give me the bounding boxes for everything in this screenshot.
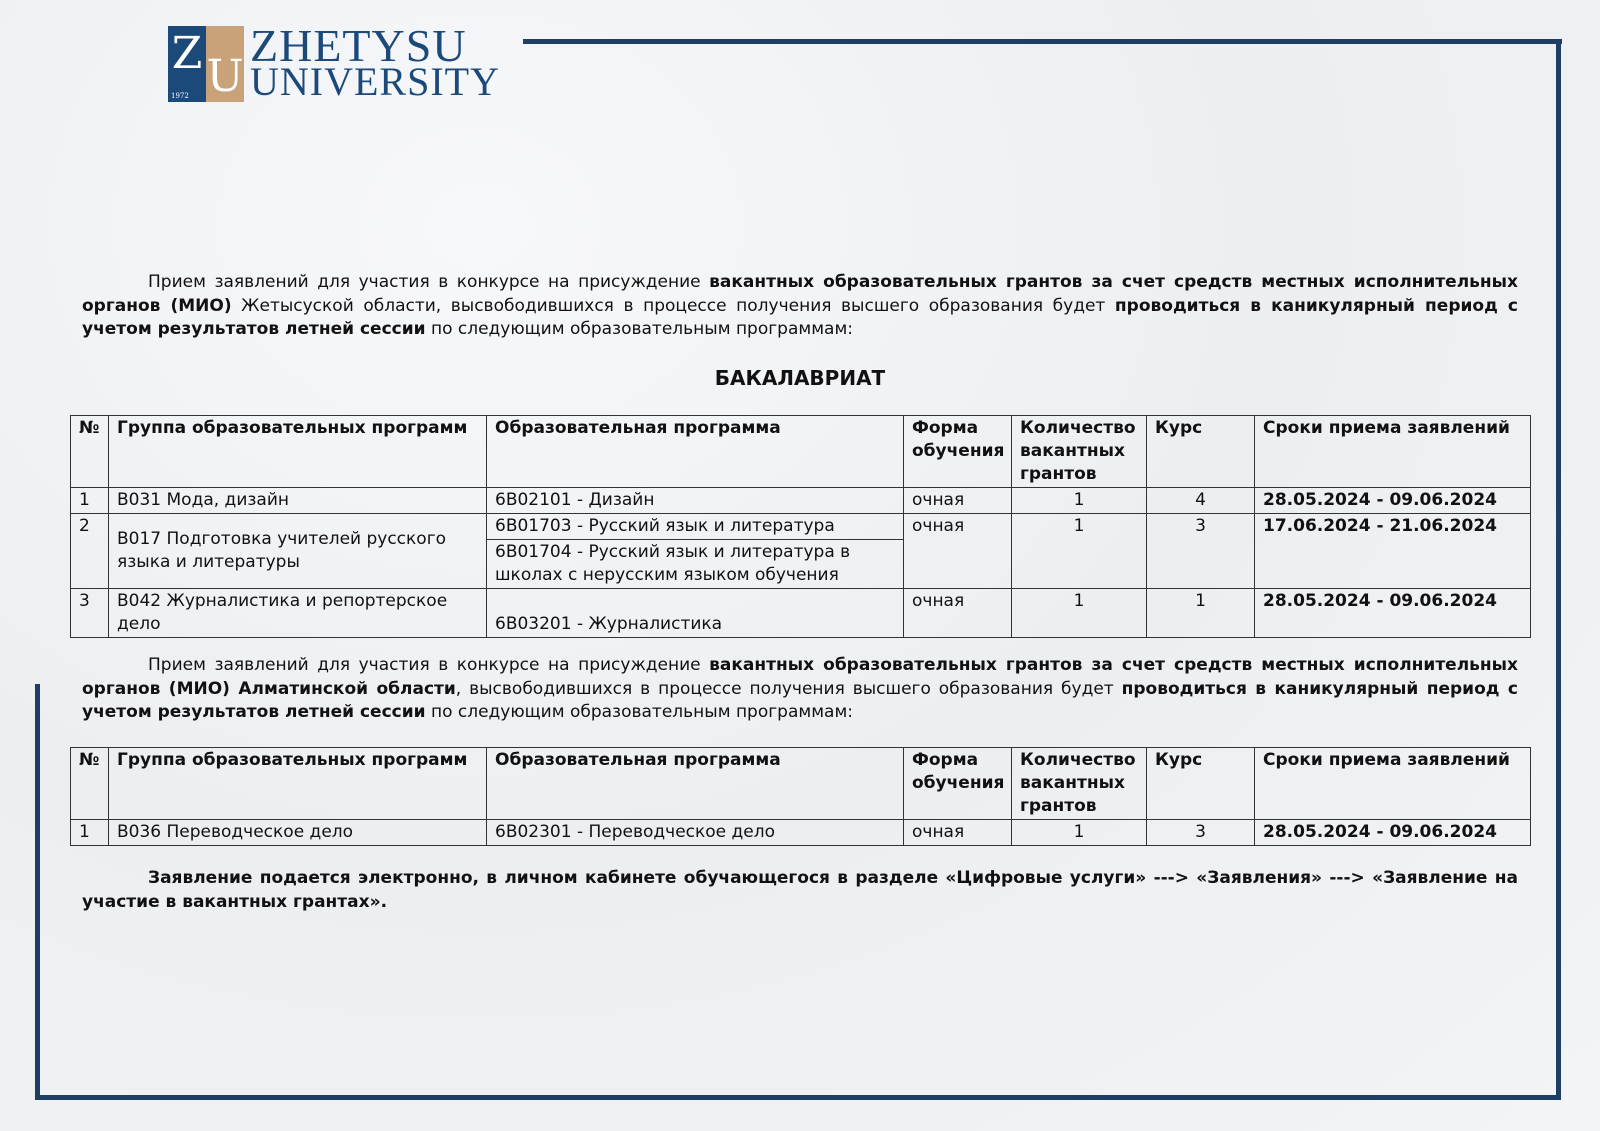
column-header: Образовательная программа: [486, 415, 904, 488]
frame-right: [1556, 39, 1561, 1100]
table-row: 2 В017 Подготовка учителей русского языка…: [70, 513, 1531, 589]
application-instructions: Заявление подается электронно, в личном …: [82, 868, 1518, 912]
frame-top: [523, 39, 1562, 44]
application-dates: 17.06.2024 - 21.06.2024: [1254, 513, 1531, 589]
application-dates: 28.05.2024 - 09.06.2024: [1254, 819, 1531, 846]
grant-count: 1: [1011, 819, 1147, 846]
column-header: Группа образовательных программ: [108, 415, 487, 488]
table-row: 1 В036 Переводческое дело 6В02301 - Перево…: [70, 819, 1531, 846]
program: 6В02301 - Переводческое дело: [486, 819, 904, 846]
column-header: Сроки приема заявлений: [1254, 415, 1531, 488]
column-header: Группа образовательных программ: [108, 747, 487, 820]
program: 6В01704 - Русский язык и литература в шк…: [486, 539, 904, 589]
column-header: №: [70, 747, 109, 820]
column-header: Форма обучения: [903, 747, 1012, 820]
course: 3: [1146, 819, 1255, 846]
row-number: 1: [70, 819, 109, 846]
program: 6В03201 - Журналистика: [486, 588, 904, 638]
logo-wordmark: ZHETYSU UNIVERSITY: [250, 20, 500, 104]
frame-bottom: [35, 1095, 1561, 1100]
program: 6В02101 - Дизайн: [486, 487, 904, 514]
row-number: 2: [70, 513, 109, 589]
column-header: Количество вакантных грантов: [1011, 747, 1147, 820]
study-form: очная: [903, 588, 1012, 638]
program-group: В036 Переводческое дело: [108, 819, 487, 846]
grants-table-zhetysu: № Группа образовательных программ Образова…: [70, 415, 1531, 638]
grant-count: 1: [1011, 588, 1147, 638]
grant-count: 1: [1011, 513, 1147, 589]
table-header-row: № Группа образовательных программ Образова…: [70, 747, 1531, 820]
study-form: очная: [903, 487, 1012, 514]
row-number: 3: [70, 588, 109, 638]
row-number: 1: [70, 487, 109, 514]
intro-paragraph-almaty: Прием заявлений для участия в конкурсе н…: [82, 655, 1518, 722]
frame-left: [35, 684, 40, 1100]
table-header-row: № Группа образовательных программ Образова…: [70, 415, 1531, 488]
column-header: Сроки приема заявлений: [1254, 747, 1531, 820]
grant-count: 1: [1011, 487, 1147, 514]
column-header: Курс: [1146, 415, 1255, 488]
grants-table-almaty: № Группа образовательных программ Образова…: [70, 747, 1531, 846]
course: 3: [1146, 513, 1255, 589]
course: 4: [1146, 487, 1255, 514]
column-header: Форма обучения: [903, 415, 1012, 488]
column-header: Количество вакантных грантов: [1011, 415, 1147, 488]
application-dates: 28.05.2024 - 09.06.2024: [1254, 487, 1531, 514]
table-row: 1 В031 Мода, дизайн 6В02101 - Дизайн очная 1…: [70, 487, 1531, 514]
program-group: В042 Журналистика и репортерское дело: [108, 588, 487, 638]
program-group: В017 Подготовка учителей русского языка …: [108, 513, 487, 589]
study-form: очная: [903, 819, 1012, 846]
intro-paragraph-zhetysu: Прием заявлений для участия в конкурсе н…: [82, 272, 1518, 339]
study-form: очная: [903, 513, 1012, 589]
section-heading: БАКАЛАВРИАТ: [714, 366, 886, 390]
program-group: В031 Мода, дизайн: [108, 487, 487, 514]
table-row: 3 В042 Журналистика и репортерское дело 6В…: [70, 588, 1531, 638]
column-header: Образовательная программа: [486, 747, 904, 820]
column-header: Курс: [1146, 747, 1255, 820]
program: 6В01703 - Русский язык и литература: [486, 513, 904, 540]
course: 1: [1146, 588, 1255, 638]
column-header: №: [70, 415, 109, 488]
application-dates: 28.05.2024 - 09.06.2024: [1254, 588, 1531, 638]
table-subrow: 6В01704 - Русский язык и литература в шк…: [71, 539, 1531, 589]
